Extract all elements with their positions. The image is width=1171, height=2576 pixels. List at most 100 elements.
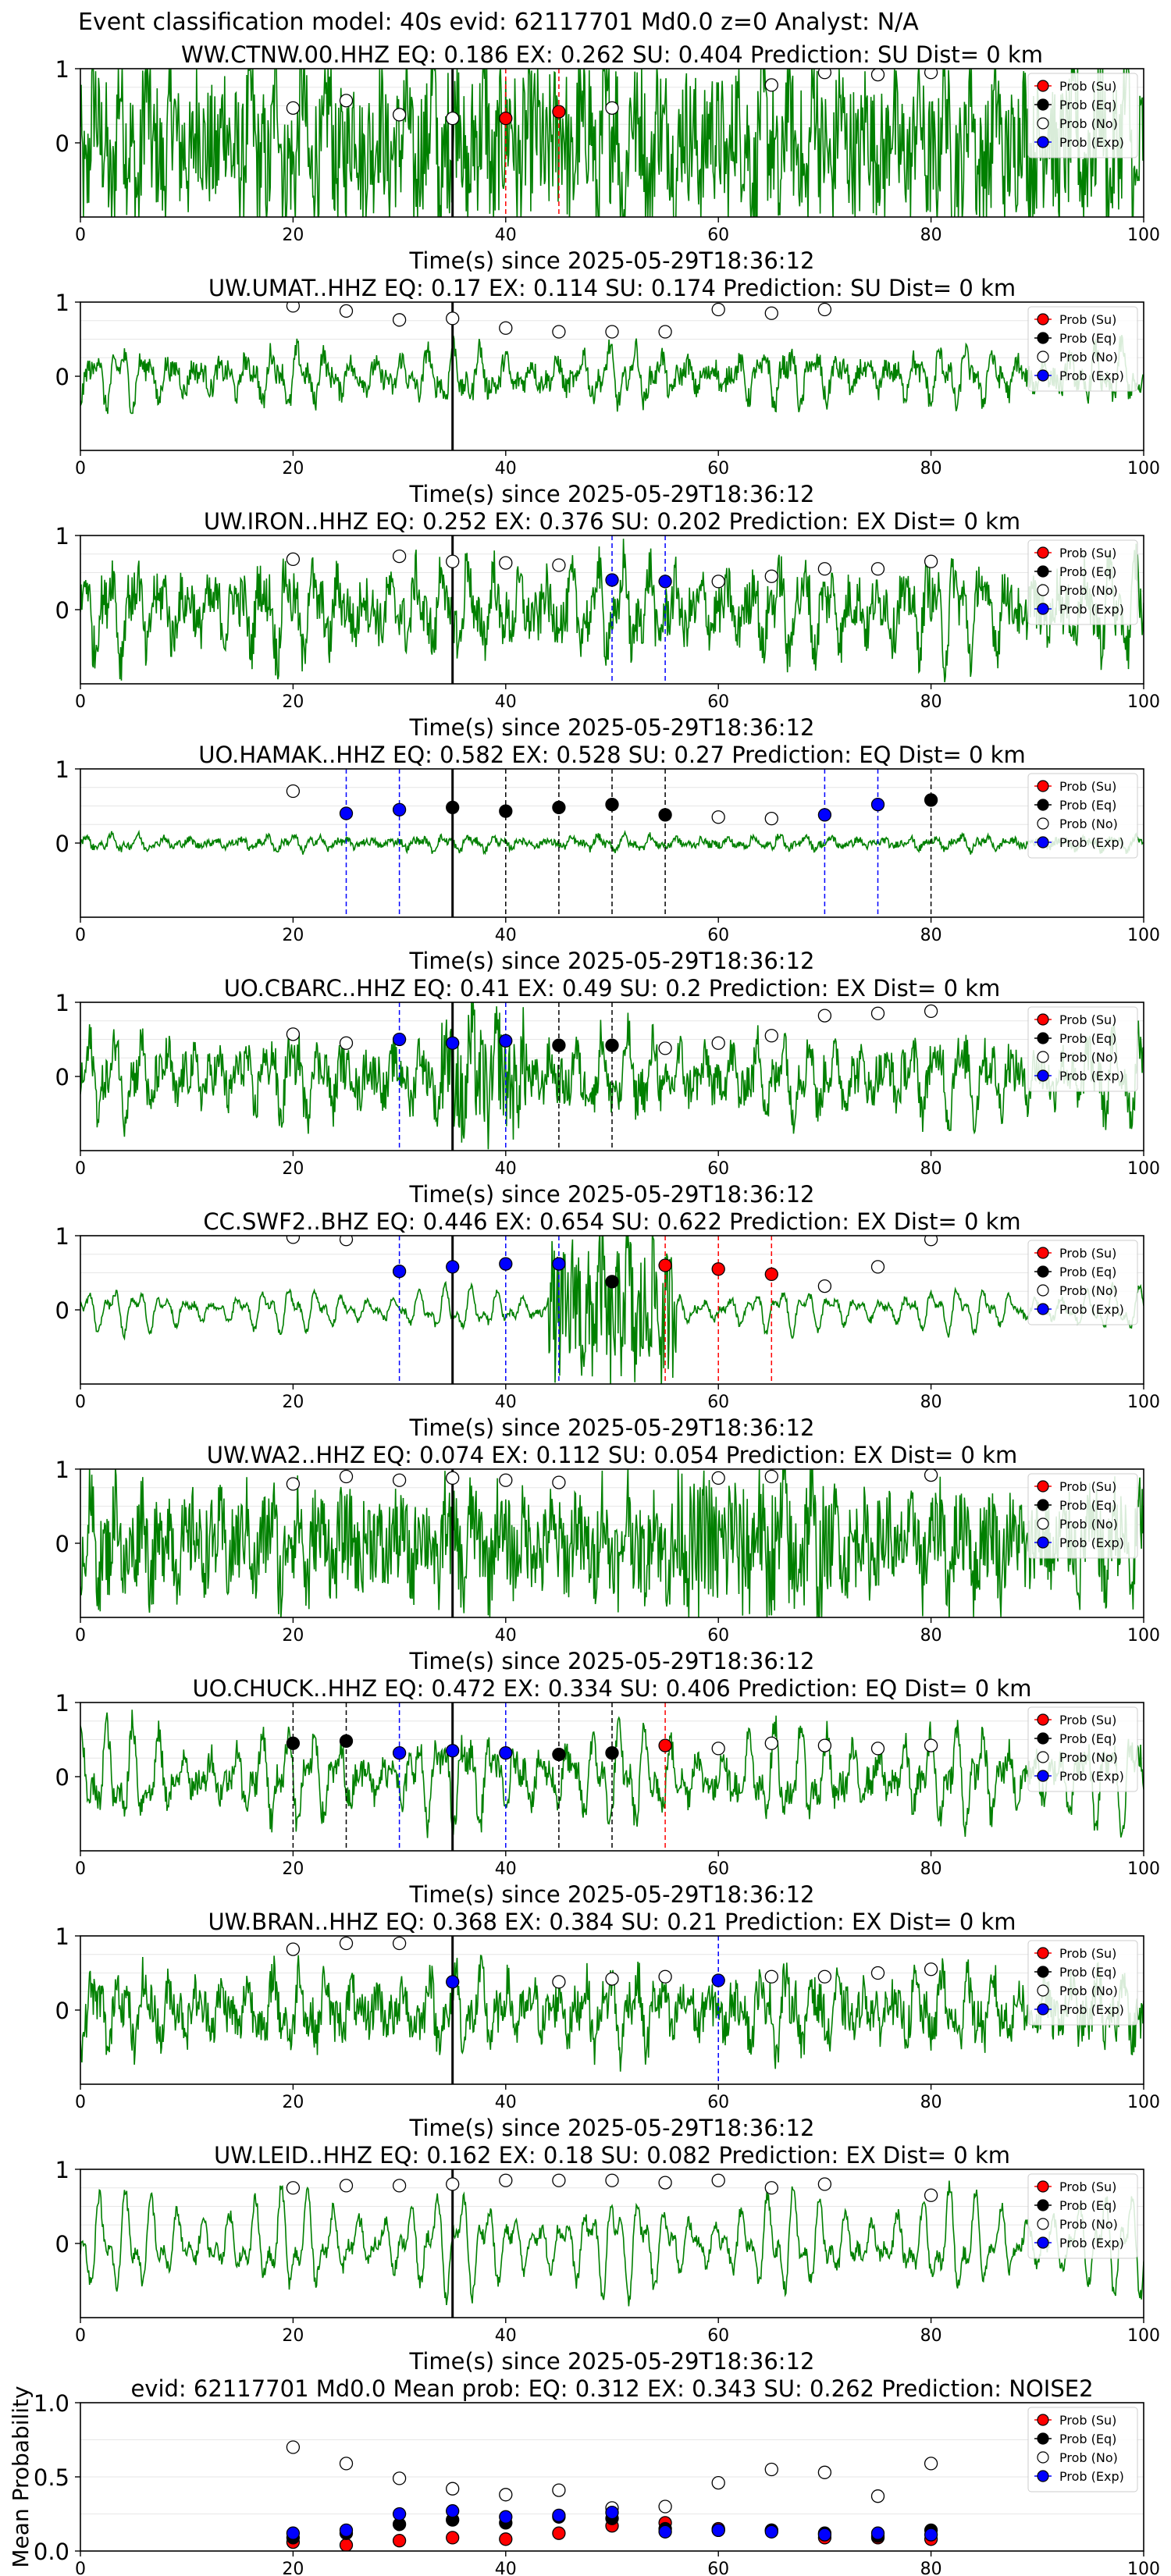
prob-point-no bbox=[711, 1471, 725, 1485]
prob-point-ex bbox=[499, 1034, 513, 1048]
y-tick-label: 0 bbox=[55, 1531, 69, 1557]
x-tick-label: 100 bbox=[1127, 2093, 1160, 2112]
prob-point-ex bbox=[552, 1257, 566, 1271]
x-tick-label: 60 bbox=[707, 459, 729, 479]
legend-marker-su bbox=[1037, 313, 1049, 326]
mean-point-ex bbox=[446, 2504, 460, 2518]
legend-label: Prob (Exp) bbox=[1059, 1769, 1124, 1784]
prob-point-no bbox=[339, 94, 354, 108]
prob-point-ex bbox=[711, 1973, 725, 1987]
legend-marker-no bbox=[1037, 2218, 1049, 2230]
prob-point-no bbox=[339, 1236, 354, 1247]
subplot-title: UO.CHUCK..HHZ EQ: 0.472 EX: 0.334 SU: 0.… bbox=[193, 1675, 1032, 1702]
prob-point-no bbox=[764, 1736, 778, 1750]
legend-marker-ex bbox=[1037, 2470, 1049, 2482]
legend-marker-ex bbox=[1037, 1303, 1049, 1315]
legend-marker-eq bbox=[1037, 1032, 1049, 1044]
x-tick-label: 60 bbox=[707, 226, 729, 245]
legend-marker-ex bbox=[1037, 2236, 1049, 2249]
prob-point-su bbox=[552, 105, 566, 119]
x-tick-label: 0 bbox=[75, 226, 86, 245]
mean-point-su bbox=[392, 2534, 407, 2548]
prob-point-no bbox=[924, 69, 938, 80]
subplot-title: UO.HAMAK..HHZ EQ: 0.582 EX: 0.528 SU: 0.… bbox=[198, 742, 1025, 768]
prob-point-no bbox=[711, 575, 725, 589]
legend-label: Prob (Exp) bbox=[1059, 1069, 1124, 1083]
y-tick-label: 0 bbox=[55, 1297, 69, 1324]
mean-point-ex bbox=[499, 2510, 513, 2524]
prob-point-eq bbox=[605, 797, 619, 812]
legend-marker-eq bbox=[1037, 332, 1049, 344]
prob-point-ex bbox=[446, 1036, 460, 1050]
legend: Prob (Su) Prob (Eq) Prob (No) Prob (Exp) bbox=[1027, 1240, 1138, 1325]
x-tick-label: 0 bbox=[75, 1159, 86, 1179]
subplot-3: UW.IRON..HHZ EQ: 0.252 EX: 0.376 SU: 0.2… bbox=[55, 508, 1160, 741]
x-tick-label: 80 bbox=[920, 2326, 942, 2346]
y-tick-label: 1 bbox=[55, 1690, 69, 1717]
x-tick-label: 80 bbox=[920, 1393, 942, 1412]
legend: Prob (Su) Prob (Eq) Prob (No) Prob (Exp) bbox=[1027, 1940, 1138, 2026]
subplot-4: UO.HAMAK..HHZ EQ: 0.582 EX: 0.528 SU: 0.… bbox=[55, 742, 1160, 974]
legend-marker-eq bbox=[1037, 565, 1049, 578]
prob-point-no bbox=[392, 1473, 407, 1487]
legend-label: Prob (Su) bbox=[1059, 79, 1116, 94]
legend-label: Prob (Exp) bbox=[1059, 1302, 1124, 1317]
subplot-title: UW.IRON..HHZ EQ: 0.252 EX: 0.376 SU: 0.2… bbox=[204, 508, 1020, 535]
waveform-trace bbox=[80, 69, 1144, 217]
x-tick-label: 40 bbox=[495, 2326, 517, 2346]
x-tick-label: 100 bbox=[1127, 926, 1160, 945]
mean-point-ex bbox=[817, 2528, 832, 2542]
x-axis-label: Time(s) since 2025-05-29T18:36:12 bbox=[409, 1414, 815, 1441]
waveform-trace bbox=[80, 335, 1144, 415]
x-axis-label: Time(s) since 2025-05-29T18:36:12 bbox=[409, 1648, 815, 1674]
y-axis-label: Mean Probability bbox=[8, 2386, 34, 2567]
x-axis-label: Time(s) since 2025-05-29T18:36:12 bbox=[409, 481, 815, 507]
prob-point-no bbox=[870, 1742, 885, 1756]
legend-marker-no bbox=[1037, 584, 1049, 596]
plot-area bbox=[80, 1936, 1144, 2084]
prob-point-no bbox=[499, 1473, 513, 1487]
waveform-trace bbox=[80, 1236, 1144, 1384]
prob-point-no bbox=[924, 554, 938, 568]
y-tick-label: 1 bbox=[55, 1223, 69, 1250]
plot-area bbox=[80, 535, 1144, 684]
mean-point-no bbox=[499, 2488, 513, 2502]
x-tick-label: 80 bbox=[920, 1859, 942, 1879]
legend-box bbox=[1027, 773, 1138, 859]
legend-marker-eq bbox=[1037, 1499, 1049, 1511]
legend-marker-eq bbox=[1037, 2432, 1049, 2445]
prob-point-ex bbox=[392, 1032, 407, 1047]
x-tick-label: 60 bbox=[707, 1626, 729, 1646]
figure-suptitle: Event classification model: 40s evid: 62… bbox=[78, 9, 919, 36]
mean-point-ex bbox=[658, 2524, 672, 2539]
subplot-8: UO.CHUCK..HHZ EQ: 0.472 EX: 0.334 SU: 0.… bbox=[55, 1675, 1160, 1908]
legend-marker-eq bbox=[1037, 98, 1049, 111]
legend-label: Prob (Su) bbox=[1059, 1479, 1116, 1494]
prob-point-no bbox=[552, 1475, 566, 1489]
mean-point-ex bbox=[552, 2508, 566, 2523]
mean-point-ex bbox=[605, 2505, 619, 2520]
prob-point-no bbox=[924, 1236, 938, 1247]
mean-point-no bbox=[764, 2462, 778, 2477]
x-tick-label: 20 bbox=[282, 1859, 304, 1879]
legend-box bbox=[1027, 306, 1138, 392]
prob-point-no bbox=[658, 325, 672, 339]
x-axis-label: Time(s) since 2025-05-29T18:36:12 bbox=[409, 948, 815, 974]
x-tick-label: 40 bbox=[495, 1859, 517, 1879]
legend-box bbox=[1027, 2173, 1138, 2259]
plot-area bbox=[80, 769, 1144, 917]
legend-box bbox=[1027, 1940, 1138, 2026]
x-tick-label: 20 bbox=[282, 459, 304, 479]
y-tick-label: 0 bbox=[55, 597, 69, 624]
prob-point-su bbox=[711, 1262, 725, 1276]
plot-area bbox=[80, 1703, 1144, 1851]
legend-label: Prob (No) bbox=[1059, 1050, 1118, 1065]
plot-area bbox=[80, 302, 1144, 450]
mean-point-no bbox=[446, 2482, 460, 2496]
axes-frame bbox=[80, 2169, 1144, 2318]
prob-point-no bbox=[870, 562, 885, 576]
legend-marker-su bbox=[1037, 546, 1049, 559]
x-tick-label: 60 bbox=[707, 2560, 729, 2576]
prob-point-no bbox=[605, 325, 619, 339]
prob-point-no bbox=[552, 558, 566, 572]
